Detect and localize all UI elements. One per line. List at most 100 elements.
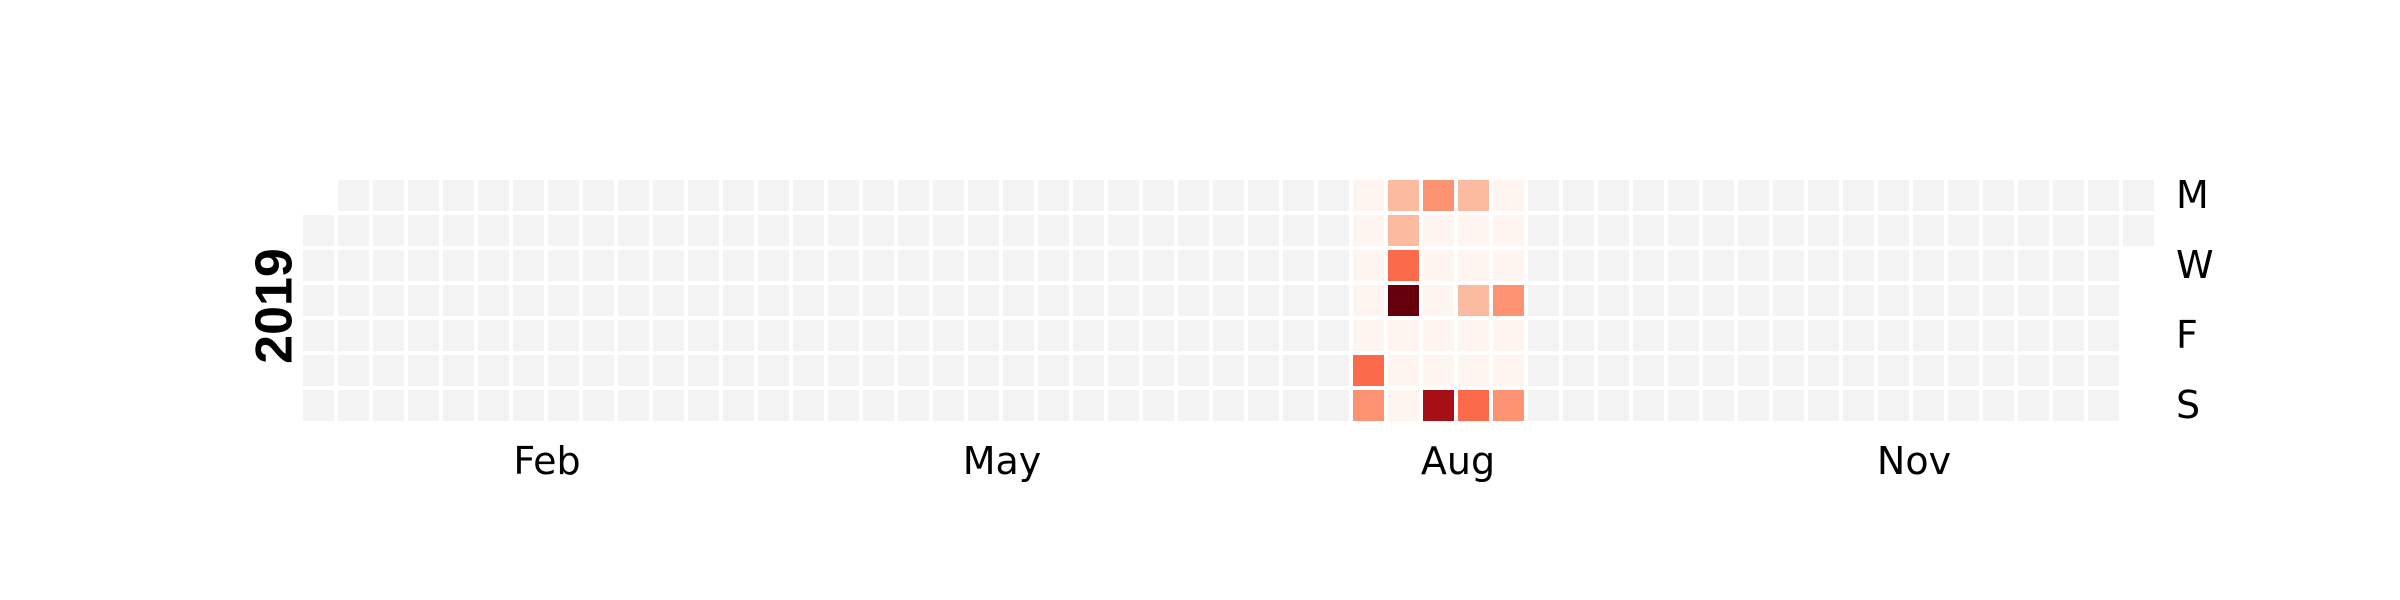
day-cell-2019-11-24 [1913, 390, 1944, 421]
day-cell-2019-07-28 [1318, 390, 1349, 421]
day-cell-2019-09-07 [1528, 355, 1559, 386]
day-cell-2019-12-28 [2088, 355, 2119, 386]
day-cell-2019-05-17 [968, 320, 999, 351]
day-cell-2019-02-19 [548, 215, 579, 246]
day-cell-2019-03-12 [653, 215, 684, 246]
day-cell-2019-01-14 [373, 180, 404, 211]
day-cell-2019-12-07 [1983, 355, 2014, 386]
day-cell-2019-07-16 [1283, 215, 1314, 246]
day-cell-2019-12-01 [1948, 390, 1979, 421]
day-cell-2019-02-06 [478, 250, 509, 281]
day-cell-2019-02-01 [443, 320, 474, 351]
day-cell-2019-11-23 [1913, 355, 1944, 386]
day-cell-2019-08-11 [1388, 390, 1419, 421]
day-cell-2019-11-03 [1808, 390, 1839, 421]
day-cell-2019-06-13 [1108, 285, 1139, 316]
day-cell-2019-05-21 [1003, 215, 1034, 246]
day-cell-2019-11-14 [1878, 285, 1909, 316]
day-cell-2019-04-13 [793, 355, 824, 386]
day-cell-2019-05-30 [1038, 285, 1069, 316]
day-cell-2019-07-13 [1248, 355, 1279, 386]
day-cell-2019-08-24 [1458, 355, 1489, 386]
day-cell-2019-10-28 [1808, 180, 1839, 211]
day-cell-2019-05-25 [1003, 355, 1034, 386]
day-cell-2019-11-30 [1948, 355, 1979, 386]
day-cell-2019-08-20 [1458, 215, 1489, 246]
day-cell-2019-08-16 [1423, 320, 1454, 351]
day-cell-2019-08-10 [1388, 355, 1419, 386]
day-cell-2019-07-25 [1318, 285, 1349, 316]
day-cell-2019-12-14 [2018, 355, 2049, 386]
day-cell-2019-05-20 [1003, 180, 1034, 211]
day-cell-2019-10-03 [1668, 285, 1699, 316]
day-cell-2019-03-18 [688, 180, 719, 211]
day-label-friday: F [2176, 313, 2198, 357]
day-cell-2019-09-17 [1598, 215, 1629, 246]
day-cell-2019-04-03 [758, 250, 789, 281]
day-cell-2019-09-14 [1563, 355, 1594, 386]
day-cell-2019-01-10 [338, 285, 369, 316]
day-cell-2019-03-17 [653, 390, 684, 421]
day-cell-2019-10-20 [1738, 390, 1769, 421]
day-cell-2019-05-14 [968, 215, 999, 246]
day-cell-2019-03-23 [688, 355, 719, 386]
day-cell-2019-01-30 [443, 250, 474, 281]
day-cell-2019-03-30 [723, 355, 754, 386]
day-cell-2019-01-20 [373, 390, 404, 421]
day-cell-2019-07-19 [1283, 320, 1314, 351]
day-cell-2019-07-04 [1213, 285, 1244, 316]
day-cell-2019-08-15 [1423, 285, 1454, 316]
day-cell-2019-11-10 [1843, 390, 1874, 421]
day-cell-2019-02-25 [583, 180, 614, 211]
day-cell-2019-08-08 [1388, 285, 1419, 316]
day-cell-2019-04-19 [828, 320, 859, 351]
day-cell-2019-03-03 [583, 390, 614, 421]
day-cell-2019-11-12 [1878, 215, 1909, 246]
day-cell-2019-04-30 [898, 215, 929, 246]
day-cell-2019-01-25 [408, 320, 439, 351]
day-cell-2019-08-06 [1388, 215, 1419, 246]
day-cell-2019-06-15 [1108, 355, 1139, 386]
day-cell-2019-11-04 [1843, 180, 1874, 211]
day-cell-2019-09-26 [1633, 285, 1664, 316]
day-cell-2019-06-30 [1178, 390, 1209, 421]
day-cell-2019-05-31 [1038, 320, 1069, 351]
day-cell-2019-02-05 [478, 215, 509, 246]
day-cell-2019-10-06 [1668, 390, 1699, 421]
day-cell-2019-02-10 [478, 390, 509, 421]
day-cell-2019-03-05 [618, 215, 649, 246]
day-cell-2019-02-23 [548, 355, 579, 386]
day-cell-2019-09-03 [1528, 215, 1559, 246]
day-cell-2019-04-21 [828, 390, 859, 421]
day-cell-2019-05-15 [968, 250, 999, 281]
day-cell-2019-06-29 [1178, 355, 1209, 386]
day-cell-2019-06-21 [1143, 320, 1174, 351]
day-cell-2019-11-28 [1948, 285, 1979, 316]
day-cell-2019-03-28 [723, 285, 754, 316]
day-cell-2019-12-05 [1983, 285, 2014, 316]
day-cell-2019-09-01 [1493, 390, 1524, 421]
day-cell-2019-12-18 [2053, 250, 2084, 281]
day-cell-2019-05-22 [1003, 250, 1034, 281]
day-cell-2019-04-23 [863, 215, 894, 246]
day-cell-2019-05-26 [1003, 390, 1034, 421]
day-cell-2019-08-17 [1423, 355, 1454, 386]
day-cell-2019-06-14 [1108, 320, 1139, 351]
day-cell-2019-08-31 [1493, 355, 1524, 386]
day-cell-2019-10-15 [1738, 215, 1769, 246]
day-cell-2019-02-27 [583, 250, 614, 281]
day-cell-2019-11-20 [1913, 250, 1944, 281]
day-cell-2019-10-24 [1773, 285, 1804, 316]
day-cell-2019-06-24 [1178, 180, 1209, 211]
day-cell-2019-06-27 [1178, 285, 1209, 316]
day-cell-2019-08-18 [1423, 390, 1454, 421]
day-cell-2019-04-24 [863, 250, 894, 281]
day-cell-2019-12-30 [2123, 180, 2154, 211]
day-cell-2019-05-19 [968, 390, 999, 421]
day-cell-2019-06-06 [1073, 285, 1104, 316]
day-cell-2019-05-29 [1038, 250, 1069, 281]
day-cell-2019-11-08 [1843, 320, 1874, 351]
day-cell-2019-12-13 [2018, 320, 2049, 351]
day-cell-2019-08-27 [1493, 215, 1524, 246]
day-cell-2019-07-01 [1213, 180, 1244, 211]
